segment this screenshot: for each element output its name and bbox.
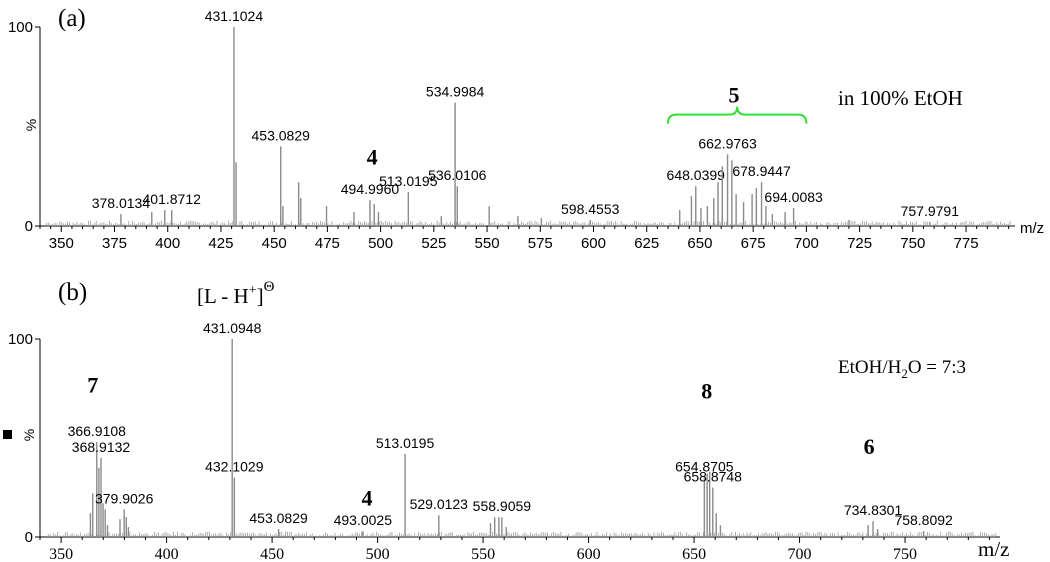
x-tick-label: 750 — [893, 546, 917, 562]
x-tick-label: 525 — [421, 235, 446, 252]
x-tick-label: 350 — [49, 235, 74, 252]
x-tick-label: 400 — [155, 235, 180, 252]
baseline-noise — [45, 531, 997, 537]
y-tick-label: 100 — [8, 331, 33, 348]
x-tick-label: 450 — [260, 546, 284, 562]
x-tick-label: 425 — [208, 235, 233, 252]
peak-label: 734.8301 — [844, 502, 903, 518]
x-tick-label: 700 — [794, 235, 819, 252]
x-tick-label: 600 — [581, 235, 606, 252]
peak-label: 494.9960 — [341, 181, 400, 197]
peak-label: 654.8705 — [675, 459, 734, 475]
y-tick-label: 0 — [25, 218, 33, 235]
peak-label: 757.9791 — [901, 203, 960, 219]
x-tick-label: 650 — [687, 235, 712, 252]
compound-label: 4 — [362, 485, 373, 510]
peak-label: 648.0399 — [667, 167, 726, 183]
x-tick-label: 450 — [262, 235, 287, 252]
peak-label: 536.0106 — [428, 167, 487, 183]
annotation-base: EtOH/H — [838, 357, 902, 378]
peak-label: 366.9108 — [68, 423, 127, 439]
x-tick-label: 350 — [49, 546, 73, 562]
compound-label: 5 — [728, 83, 739, 108]
ion-label-base: [L - H — [197, 284, 249, 308]
peak-label: 529.0123 — [410, 496, 469, 512]
x-tick-label: 550 — [471, 546, 495, 562]
panel-a-plot: 0 100 350 375 400 425 450 475 500 525 550 575 600 625… — [8, 8, 1015, 252]
y-tick-label: 100 — [8, 19, 33, 36]
peak-label: 431.1024 — [205, 8, 264, 24]
x-tick-label: 700 — [788, 546, 812, 562]
panel-b-label: (b) — [58, 279, 87, 306]
left-marker — [3, 430, 12, 439]
panel-a-y-label: % — [23, 119, 39, 131]
panel-b-x-label: m/z — [978, 537, 1010, 561]
x-tick-label: 650 — [682, 546, 706, 562]
peak-label: 678.9447 — [732, 163, 791, 179]
x-tick-label: 775 — [954, 235, 979, 252]
peak-label: 368.9132 — [72, 439, 131, 455]
compound-label: 7 — [87, 372, 98, 397]
peak-label: 513.0195 — [376, 435, 435, 451]
peak-label: 379.9026 — [95, 490, 154, 506]
x-tick-label: 725 — [847, 235, 872, 252]
compound-label: 8 — [701, 378, 712, 403]
peak-label: 758.8092 — [894, 512, 953, 528]
x-tick-label: 750 — [900, 235, 925, 252]
x-tick-label: 550 — [475, 235, 500, 252]
peak-label: 694.0083 — [764, 189, 823, 205]
peak-label: 431.0948 — [203, 320, 262, 336]
x-tick-label: 575 — [528, 235, 553, 252]
compound-label: 4 — [367, 144, 378, 169]
x-tick-label: 625 — [634, 235, 659, 252]
panel-b-ion-label: [L - H+]Θ — [197, 279, 275, 308]
peak-label: 513.0195 — [379, 173, 438, 189]
compound-label: 6 — [864, 434, 875, 459]
peak-label: 453.0829 — [249, 510, 308, 526]
x-tick-label: 475 — [315, 235, 340, 252]
y-tick-label: 0 — [25, 529, 33, 546]
peak-label: 534.9984 — [426, 84, 485, 100]
panel-a-x-label: m/z — [1020, 220, 1044, 237]
peak-label: 378.0134 — [92, 195, 151, 211]
x-tick-label: 500 — [366, 546, 390, 562]
annotation-tail: O = 7:3 — [908, 357, 966, 378]
x-tick-label: 600 — [577, 546, 601, 562]
x-tick-label: 675 — [741, 235, 766, 252]
panel-b-y-label: % — [21, 429, 37, 441]
x-tick-label: 375 — [102, 235, 127, 252]
baseline-noise — [46, 220, 1011, 226]
compound-bracket — [667, 106, 808, 124]
peak-label: 432.1029 — [205, 459, 264, 475]
annotation-subscript: 2 — [901, 366, 908, 381]
peak-label: 558.9059 — [473, 498, 532, 514]
peak-label: 662.9763 — [698, 135, 757, 151]
peak-label: 453.0829 — [252, 127, 311, 143]
x-tick-label: 400 — [155, 546, 179, 562]
ion-label-superscript: + — [249, 283, 257, 298]
peak-label: 598.4553 — [561, 201, 620, 217]
ion-label-close: ] — [257, 284, 264, 308]
peak-label: 493.0025 — [334, 512, 393, 528]
panel-a-label: (a) — [58, 5, 86, 32]
panel-a-annotation: in 100% EtOH — [838, 86, 963, 110]
peak-label: 401.8712 — [143, 191, 202, 207]
peak-label: 658.8748 — [684, 469, 743, 485]
ion-label-charge: Θ — [264, 279, 275, 295]
x-tick-label: 500 — [368, 235, 393, 252]
panel-b-annotation: EtOH/H2O = 7:3 — [838, 357, 966, 381]
